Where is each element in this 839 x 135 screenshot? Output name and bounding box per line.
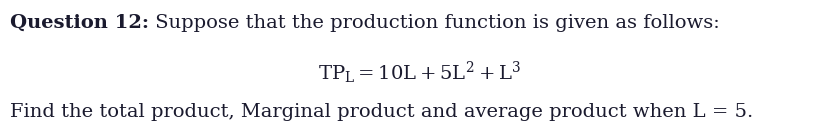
Text: Find the total product, Marginal product and average product when L = 5.: Find the total product, Marginal product… — [10, 103, 753, 121]
Text: Suppose that the production function is given as follows:: Suppose that the production function is … — [149, 14, 720, 32]
Text: $\mathregular{TP_L = 10L + 5L^2 + L^3}$: $\mathregular{TP_L = 10L + 5L^2 + L^3}$ — [318, 60, 521, 86]
Text: Question 12:: Question 12: — [10, 14, 149, 32]
